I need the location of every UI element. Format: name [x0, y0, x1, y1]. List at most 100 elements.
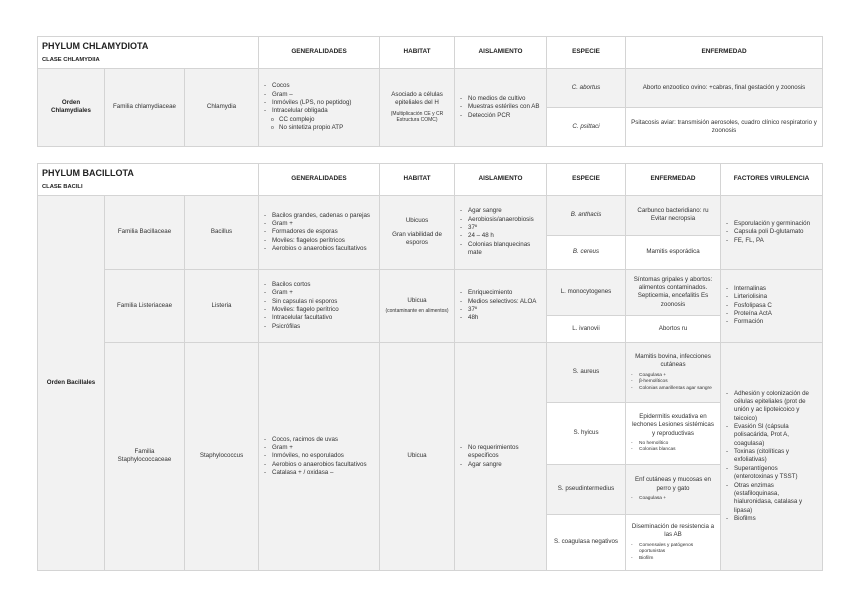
- list-item: Gram –: [263, 91, 375, 100]
- list-item: Aerobios o anaerobios facultativos: [263, 245, 375, 254]
- list-item: Inmóviles (LPS, no peptidog): [263, 99, 375, 108]
- familia-cell: Familia Listeriaceae: [104, 268, 185, 343]
- list-item: Moviles: flagelos perítricos: [263, 237, 375, 246]
- chlamydiota-table: PHYLUM CHLAMYDIOTA CLASE CHLAMYDIIA GENER…: [36, 36, 824, 147]
- list-item: Coagulasa +: [630, 496, 716, 503]
- enfermedad-cell: Aborto enzootico ovino: +cabras, final g…: [625, 67, 824, 108]
- header-generalidades: GENERALIDADES: [258, 36, 381, 69]
- phylum-title: PHYLUM CHLAMYDIOTA: [42, 41, 149, 51]
- list-item: Colonias amarillentas agar sangre: [630, 386, 716, 393]
- list-item: 48h: [459, 314, 542, 323]
- table-title: PHYLUM CHLAMYDIOTA CLASE CHLAMYDIIA: [36, 36, 260, 69]
- enfermedad-cell: Mamitis bovina, infecciones cutáneas Coag…: [625, 341, 721, 403]
- habitat-cell: Asociado a células epiteliales del H (Mul…: [379, 67, 456, 147]
- factores-cell: InternalinasLirteriolisinaFosfolipasa CP…: [720, 268, 823, 343]
- habitat-text: Ubicua: [407, 296, 427, 304]
- list-item: Sin capsulas ni esporos: [263, 298, 375, 307]
- header-generalidades: GENERALIDADES: [258, 163, 380, 196]
- especie-cell: S. hyicus: [546, 401, 626, 465]
- header-habitat: HABITAT: [379, 36, 456, 69]
- factores-cell: Esporulación y germinaciónCapsula poli D…: [720, 194, 823, 270]
- enfermedad-cell: Diseminación de resistencia a las AB Come…: [625, 513, 721, 571]
- header-especie: ESPECIE: [546, 36, 627, 69]
- list-item: Fosfolipasa C: [725, 302, 818, 311]
- orden-cell: Orden Chlamydiales: [37, 67, 105, 147]
- enfermedad-cell: Síntomas gripales y abortos: alimentos c…: [625, 268, 721, 316]
- list-item: Medios selectivos: ALOA: [459, 298, 542, 307]
- factores-cell: Adhesión y colonización de células epite…: [720, 341, 823, 571]
- aislamiento-list: Agar sangreAerobiosis/anaerobiosis37º24 …: [459, 207, 542, 257]
- list-item: No sintetiza propio ATP: [263, 124, 375, 132]
- list-item: Otras enzimas (estafiloquinasa, hialuron…: [725, 482, 818, 515]
- enfermedad-cell: Epidermitis exudativa en lechones Lesion…: [625, 401, 721, 465]
- list-item: Esporulación y germinación: [725, 220, 818, 229]
- genero-cell: Listeria: [184, 268, 259, 343]
- familia-cell: Familia Staphylococcaceae: [104, 341, 185, 571]
- list-item: Biofilm: [630, 556, 716, 563]
- notes-list: Coagulasa +β-hemolíticosColonias amarill…: [630, 373, 716, 393]
- habitat-note: Gran viabilidad de esporos: [392, 230, 442, 247]
- list-item: Formación: [725, 318, 818, 327]
- notes-list: Comensales y patógenos oportunistasBiofi…: [630, 543, 716, 563]
- factores-list: Adhesión y colonización de células epite…: [725, 390, 818, 524]
- header-aislamiento: AISLAMIENTO: [454, 163, 547, 196]
- header-especie: ESPECIE: [546, 163, 626, 196]
- list-item: Gram +: [263, 220, 375, 229]
- list-item: Aerobiosis/anaerobiosis: [459, 216, 542, 225]
- list-item: Bacilos cortos: [263, 281, 375, 290]
- especie-cell: L. ivanovii: [546, 314, 626, 343]
- list-item: Superantígenos (enterotoxinas y TSST): [725, 465, 818, 482]
- generalidades-cell: CocosGram –Inmóviles (LPS, no peptidog)I…: [258, 67, 381, 147]
- header-factores: FACTORES VIRULENCIA: [720, 163, 823, 196]
- header-enfermedad: ENFERMEDAD: [625, 36, 824, 69]
- list-item: Inmóviles, no esporulados: [263, 452, 375, 461]
- genero-cell: Bacillus: [184, 194, 259, 270]
- list-item: Gram +: [263, 289, 375, 298]
- list-item: Bacilos grandes, cadenas o parejas: [263, 212, 375, 221]
- enfermedad-text: Diseminación de resistencia a las AB: [631, 522, 715, 539]
- especie-cell: C. psittaci: [546, 106, 627, 147]
- generalidades-list: Cocos, racimos de uvasGram +Inmóviles, n…: [263, 436, 375, 478]
- table-title: PHYLUM BACILLOTA CLASE BACILI: [37, 163, 259, 196]
- list-item: Muestras estériles con AB: [459, 103, 542, 112]
- list-item: Toxinas (citolíticas y exfoliativas): [725, 448, 818, 465]
- list-item: Psicrófilas: [263, 323, 375, 332]
- aislamiento-list: No medios de cultivoMuestras estériles c…: [459, 95, 542, 120]
- aislamiento-list: EnriquecimientoMedios selectivos: ALOA37…: [459, 289, 542, 323]
- list-item: Colonias blancas: [630, 447, 716, 454]
- familia-cell: Familia Bacillaceae: [104, 194, 185, 270]
- enfermedad-text: Mamitis bovina, infecciones cutáneas: [635, 352, 711, 369]
- clase-title: CLASE CHLAMYDIIA: [42, 57, 100, 64]
- list-item: FE, FL, PA: [725, 237, 818, 246]
- generalidades-sublist: CC complejoNo sintetiza propio ATP: [263, 116, 375, 133]
- bacillota-table: PHYLUM BACILLOTA CLASE BACILI GENERALIDAD…: [37, 163, 823, 571]
- factores-list: InternalinasLirteriolisinaFosfolipasa CP…: [725, 285, 818, 327]
- list-item: Internalinas: [725, 285, 818, 294]
- genero-cell: Staphylococcus: [184, 341, 259, 571]
- notes-list: Coagulasa +: [630, 496, 716, 503]
- header-habitat: HABITAT: [379, 163, 455, 196]
- enfermedad-cell: Enf cutáneas y mucosas en perro y gato Co…: [625, 463, 721, 515]
- habitat-text: Ubicuos: [405, 217, 429, 225]
- especie-cell: S. pseudintermedius: [546, 463, 626, 515]
- list-item: Coagulasa +: [630, 373, 716, 380]
- aislamiento-list: No requerimientos especificosAgar sangre: [459, 444, 542, 469]
- list-item: Catalasa + / oxidasa –: [263, 469, 375, 478]
- phylum-title: PHYLUM BACILLOTA: [42, 168, 134, 178]
- genero-cell: Chlamydia: [183, 67, 260, 147]
- especie-cell: S. aureus: [546, 341, 626, 403]
- especie-cell: B. anthacis: [546, 194, 626, 236]
- especie-cell: C. abortus: [546, 67, 627, 108]
- list-item: Evasión SI (cápsula polisacárida, Prot A…: [725, 423, 818, 448]
- aislamiento-cell: Agar sangreAerobiosis/anaerobiosis37º24 …: [454, 194, 547, 270]
- list-item: 37º: [459, 306, 542, 315]
- generalidades-cell: Cocos, racimos de uvasGram +Inmóviles, n…: [258, 341, 380, 571]
- list-item: Cocos, racimos de uvas: [263, 436, 375, 445]
- habitat-note: (Multiplicación CE y CR Estructura COMC): [390, 110, 444, 124]
- habitat-cell: Ubicuos Gran viabilidad de esporos: [379, 194, 455, 270]
- especie-cell: S. coagulasa negativos: [546, 513, 626, 571]
- list-item: Aerobios o anaerobios facultativos: [263, 461, 375, 470]
- factores-list: Esporulación y germinaciónCapsula poli D…: [725, 220, 818, 245]
- header-aislamiento: AISLAMIENTO: [454, 36, 548, 69]
- habitat-text: Asociado a células epiteliales del H: [391, 90, 443, 107]
